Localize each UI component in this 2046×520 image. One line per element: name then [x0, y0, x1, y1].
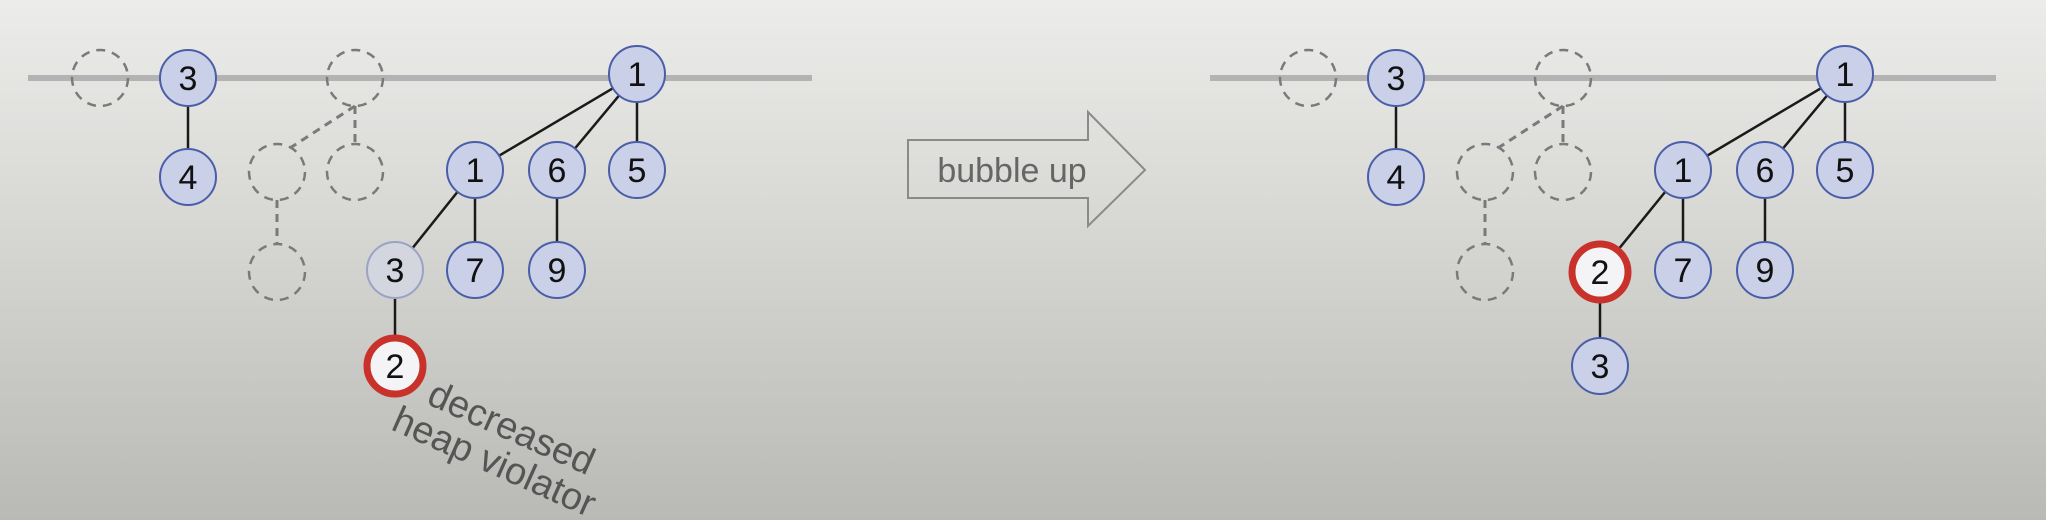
heap-node-a3: [159, 49, 217, 107]
heap-node-label: 1: [628, 56, 647, 94]
heap-node-e2: [363, 334, 427, 398]
right_tree-tree: 3 4 1 1 6 5 2 7 9 3: [1210, 45, 1996, 395]
heap-node-label: 3: [1387, 60, 1406, 98]
heap-node-label: 2: [386, 348, 405, 386]
tree-edge: [474, 72, 638, 172]
heap-node-c6: [528, 141, 586, 199]
left_tree-tree: 3 4 1 1 6 5 3 7 9 2: [28, 45, 812, 398]
placeholder-node: [1455, 142, 1515, 202]
bubble-up-arrow: bubble up: [907, 109, 1147, 229]
placeholder-node: [247, 242, 307, 302]
heap-node-d2: [1568, 240, 1632, 304]
placeholder-node: [1533, 48, 1593, 108]
heap-node-d7: [1654, 241, 1712, 299]
heap-node-label: 3: [179, 60, 198, 98]
heap-node-d3: [366, 241, 424, 299]
heap-node-label: 4: [179, 159, 198, 197]
heap-node-label: 9: [548, 252, 567, 290]
bubble-up-label: bubble up: [937, 152, 1086, 190]
heap-node-b1: [1816, 45, 1874, 103]
tree-edge: [1682, 72, 1846, 172]
placeholder-node: [1455, 242, 1515, 302]
placeholder-node: [1278, 48, 1338, 108]
placeholder-edge: [289, 104, 356, 150]
heap-node-label: 7: [1674, 252, 1693, 290]
heap-node-c1: [446, 141, 504, 199]
heap-node-label: 3: [386, 252, 405, 290]
placeholder-node: [325, 142, 385, 202]
heap-node-a3: [1367, 49, 1425, 107]
heap-node-b1: [608, 45, 666, 103]
placeholder-node: [325, 48, 385, 108]
heap-node-label: 2: [1591, 254, 1610, 292]
heap-node-label: 1: [466, 152, 485, 190]
placeholder-edge: [1497, 104, 1564, 150]
arrow-shape: [907, 109, 1147, 229]
heap-node-d9: [1736, 241, 1794, 299]
placeholder-node: [70, 48, 130, 108]
heap-node-a4: [1367, 148, 1425, 206]
heap-node-label: 6: [548, 152, 567, 190]
heap-node-a4: [159, 148, 217, 206]
heap-node-label: 6: [1756, 152, 1775, 190]
heap-node-label: 5: [1836, 152, 1855, 190]
heap-node-c5: [1816, 141, 1874, 199]
heap-node-d7: [446, 241, 504, 299]
heap-node-label: 9: [1756, 252, 1775, 290]
heap-node-label: 4: [1387, 159, 1406, 197]
placeholder-node: [1533, 142, 1593, 202]
heap-node-c6: [1736, 141, 1794, 199]
heap-node-d9: [528, 241, 586, 299]
heap-node-label: 3: [1591, 348, 1610, 386]
heap-node-e3: [1571, 337, 1629, 395]
heap-node-label: 7: [466, 252, 485, 290]
heap-node-label: 5: [628, 152, 647, 190]
placeholder-node: [247, 142, 307, 202]
heap-node-c1: [1654, 141, 1712, 199]
heap-node-c5: [608, 141, 666, 199]
heap-node-label: 1: [1674, 152, 1693, 190]
heap-node-label: 1: [1836, 56, 1855, 94]
